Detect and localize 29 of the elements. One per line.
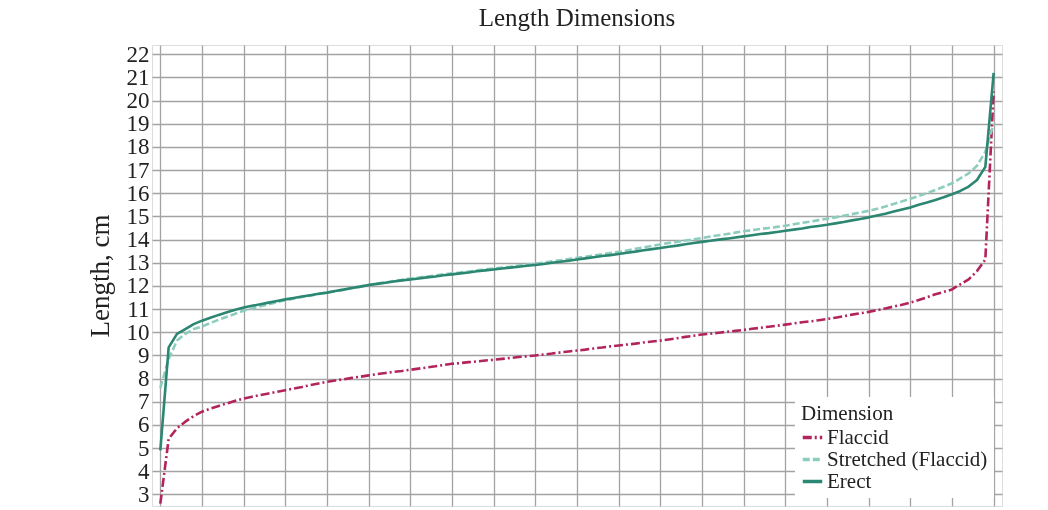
y-tick-label: 13	[126, 250, 150, 276]
y-tick-label: 9	[138, 342, 150, 368]
y-tick-label: 21	[126, 64, 150, 90]
y-tick-label: 5	[138, 435, 150, 461]
legend-label: Stretched (Flaccid)	[827, 446, 988, 471]
y-tick-label: 17	[126, 157, 150, 183]
y-tick-label: 4	[138, 458, 150, 484]
y-axis-title: Length, cm	[84, 214, 115, 338]
legend-title: Dimension	[801, 401, 894, 425]
chart-title: Length Dimensions	[478, 4, 676, 32]
y-tick-label: 18	[126, 134, 150, 160]
legend-label: Erect	[827, 468, 872, 493]
line-series	[159, 122, 995, 390]
y-tick-label: 6	[138, 412, 150, 438]
y-tick-label: 12	[126, 273, 150, 299]
y-tick-label: 7	[138, 389, 150, 415]
y-tick-label: 19	[126, 111, 150, 137]
y-tick-label: 15	[126, 203, 150, 229]
legend-label: Flaccid	[827, 424, 890, 449]
y-tick-label: 8	[138, 366, 150, 392]
y-tick-label: 14	[126, 227, 150, 253]
y-tick-label: 22	[126, 41, 150, 67]
line-series	[159, 71, 995, 452]
y-tick-label: 20	[126, 88, 150, 114]
y-tick-label: 11	[127, 296, 150, 322]
y-tick-label: 10	[126, 319, 150, 345]
y-tick-label: 3	[138, 481, 150, 507]
line-series	[159, 90, 995, 505]
y-tick-label: 16	[126, 180, 150, 206]
